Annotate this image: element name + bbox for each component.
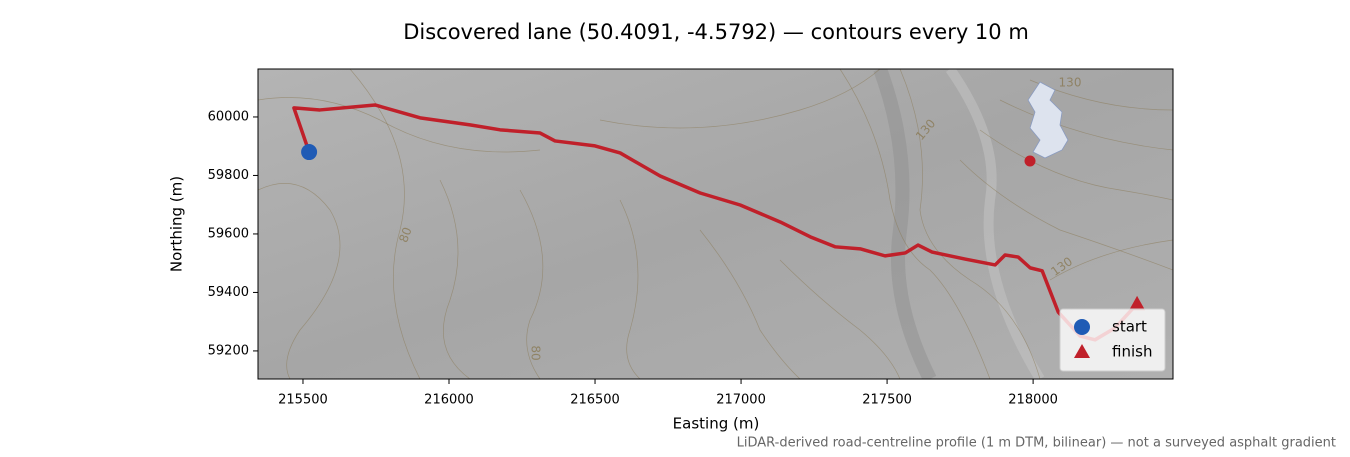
x-tick-label: 216000 bbox=[424, 393, 474, 408]
route-line bbox=[292, 103, 1139, 342]
x-axis-label: Easting (m) bbox=[673, 415, 760, 433]
x-tick-label: 217500 bbox=[862, 393, 912, 408]
y-tick-label: 59600 bbox=[208, 226, 249, 241]
inset-location bbox=[1024, 155, 1036, 167]
x-tick-label: 215500 bbox=[278, 393, 328, 408]
chart-title: Discovered lane (50.4091, -4.5792) — con… bbox=[403, 20, 1029, 44]
legend: start finish bbox=[1059, 308, 1166, 372]
map-background bbox=[258, 69, 1173, 379]
y-tick-label: 59200 bbox=[208, 343, 249, 358]
x-tick-label: 218000 bbox=[1008, 393, 1058, 408]
contour-label: 80 bbox=[529, 345, 543, 360]
marker-start bbox=[301, 144, 318, 161]
y-tick-label: 59400 bbox=[208, 285, 249, 300]
footnote: LiDAR-derived road-centreline profile (1… bbox=[737, 436, 1336, 451]
y-axis-label: Northing (m) bbox=[168, 176, 186, 272]
legend-swatch bbox=[1074, 344, 1090, 358]
y-tick-label: 59800 bbox=[208, 168, 249, 183]
legend-label: start bbox=[1112, 318, 1147, 336]
inset-map bbox=[1027, 81, 1069, 159]
legend-label: finish bbox=[1112, 343, 1152, 361]
y-tick-label: 60000 bbox=[208, 109, 249, 124]
x-tick-label: 216500 bbox=[570, 393, 620, 408]
legend-swatch bbox=[1074, 319, 1090, 335]
marker-finish bbox=[1129, 295, 1146, 311]
x-tick-label: 217000 bbox=[716, 393, 766, 408]
contour-label: 130 bbox=[1059, 76, 1082, 90]
axes-frame bbox=[257, 68, 1174, 380]
contour-label: 80 bbox=[396, 225, 414, 244]
